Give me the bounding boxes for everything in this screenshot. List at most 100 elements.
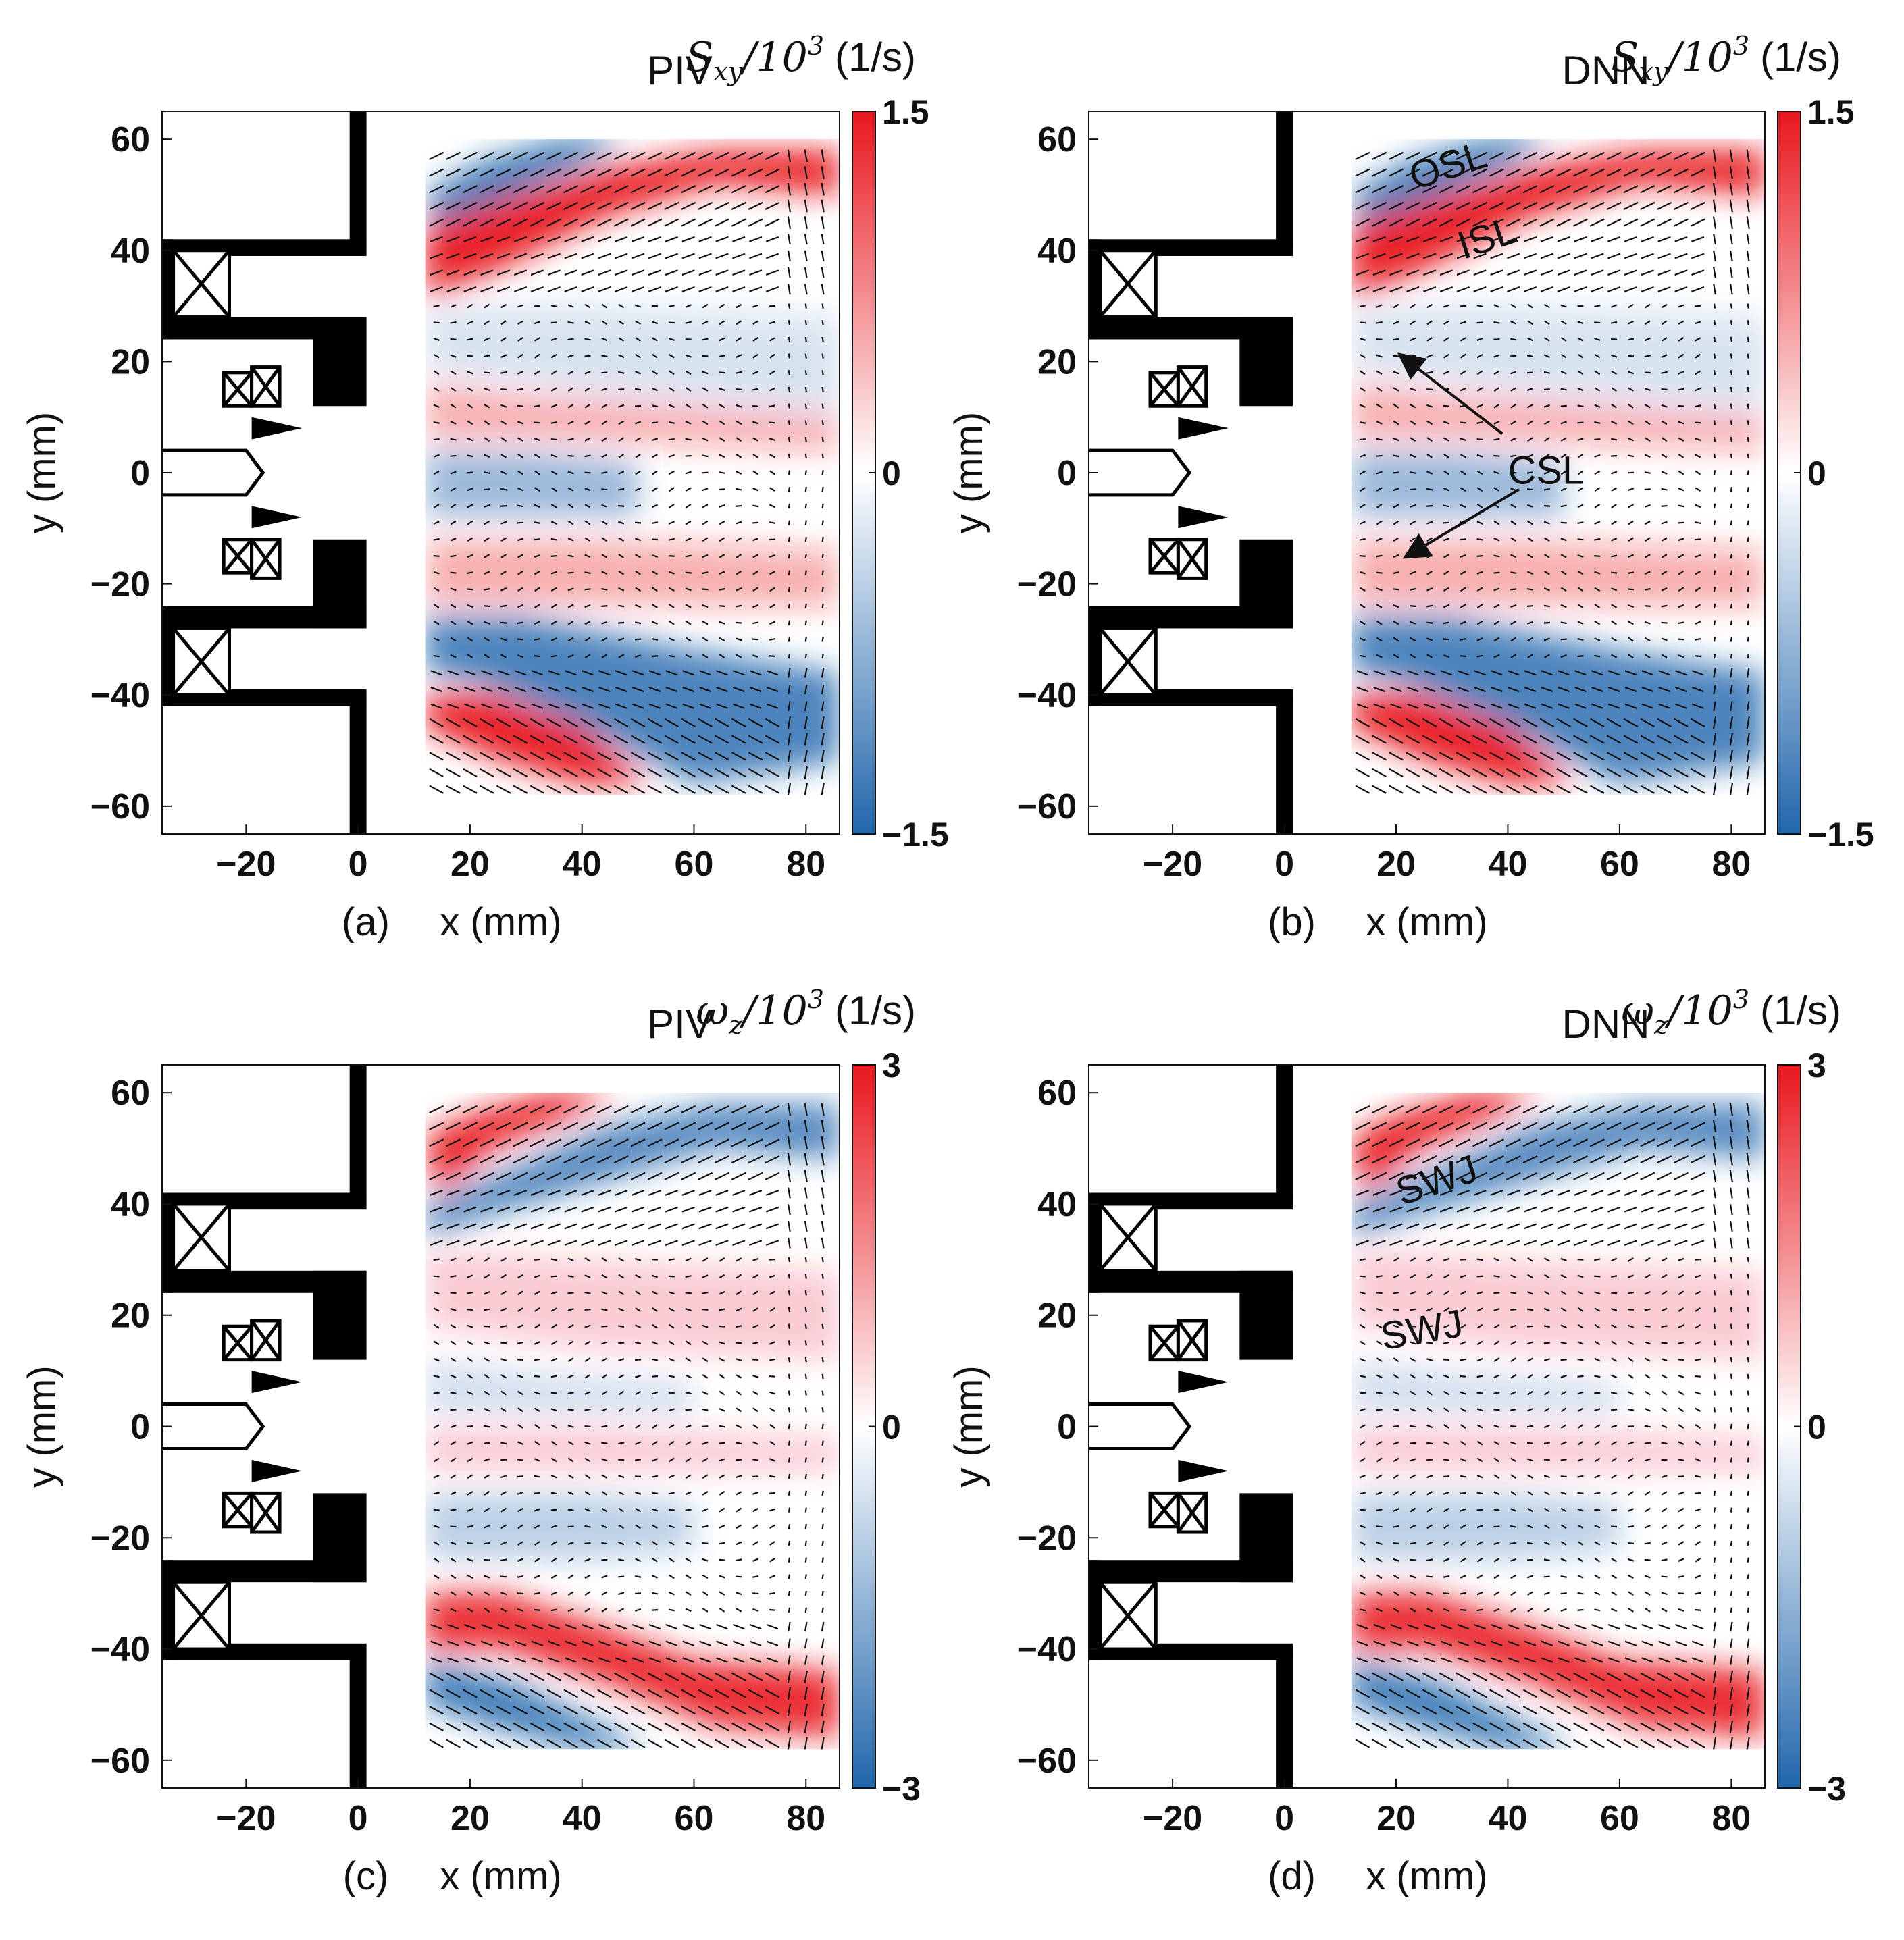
velocity-vector: [1510, 1457, 1517, 1463]
velocity-vector: [450, 503, 457, 508]
velocity-vector: [1440, 686, 1453, 693]
velocity-vector: [1376, 1441, 1383, 1446]
velocity-vector: [1410, 471, 1416, 474]
velocity-vector: [1695, 521, 1701, 525]
velocity-vector: [1695, 604, 1701, 608]
velocity-vector: [1541, 1640, 1553, 1646]
velocity-vector: [1577, 404, 1584, 408]
velocity-vector: [1410, 1490, 1416, 1496]
velocity-vector: [563, 1155, 579, 1164]
velocity-vector: [1644, 1591, 1651, 1596]
velocity-vector: [484, 355, 490, 358]
velocity-vector: [1523, 1223, 1537, 1230]
velocity-vector: [433, 1492, 440, 1495]
velocity-vector: [1540, 253, 1554, 259]
velocity-vector: [1405, 1155, 1420, 1164]
nozzle-wedge: [1178, 506, 1229, 529]
velocity-vector: [1557, 1240, 1570, 1247]
velocity-vector: [1574, 1223, 1587, 1230]
velocity-vector: [1510, 1441, 1517, 1445]
velocity-vector: [631, 1240, 645, 1247]
velocity-vector: [1730, 1621, 1733, 1632]
velocity-vector: [1611, 1525, 1618, 1528]
velocity-vector: [1355, 1672, 1370, 1681]
heatmap-blob: [425, 1103, 840, 1238]
velocity-vector: [1439, 785, 1454, 794]
velocity-vector: [651, 1492, 659, 1494]
velocity-vector: [598, 286, 611, 292]
velocity-vector: [1558, 1623, 1570, 1630]
velocity-vector: [668, 321, 675, 324]
velocity-vector: [1526, 621, 1534, 625]
velocity-vector: [1591, 670, 1603, 676]
velocity-vector: [1526, 1458, 1534, 1462]
velocity-vector: [618, 488, 625, 491]
velocity-vector: [1729, 1704, 1734, 1717]
x-tick-label: −20: [1143, 1799, 1202, 1838]
velocity-vector: [1543, 1524, 1550, 1529]
velocity-vector: [1690, 1722, 1705, 1731]
velocity-vector: [567, 421, 574, 425]
velocity-vector: [467, 420, 473, 425]
velocity-vector: [685, 438, 692, 441]
velocity-vector: [766, 1623, 779, 1630]
velocity-vector: [715, 236, 729, 242]
velocity-vector: [567, 1541, 574, 1546]
heatmap-blob: [425, 617, 840, 784]
velocity-vector: [769, 587, 775, 592]
velocity-vector: [584, 371, 591, 375]
velocity-vector: [652, 370, 658, 375]
velocity-vector: [1577, 1458, 1584, 1462]
velocity-vector: [450, 1541, 457, 1546]
velocity-vector: [1456, 735, 1471, 744]
velocity-vector: [1747, 436, 1749, 442]
velocity-vector: [531, 1640, 544, 1646]
velocity-vector: [467, 1425, 473, 1427]
x-tick-label: 80: [786, 1799, 825, 1838]
velocity-vector: [714, 201, 729, 211]
velocity-vector: [1376, 1292, 1383, 1294]
velocity-vector: [1473, 253, 1487, 259]
velocity-vector: [1507, 1623, 1520, 1630]
velocity-vector: [1422, 785, 1437, 794]
velocity-vector: [433, 1258, 440, 1261]
velocity-vector: [664, 168, 679, 177]
velocity-vector: [433, 1375, 440, 1378]
heatmap-blob: [1351, 539, 1765, 606]
velocity-vector: [1456, 151, 1471, 160]
velocity-vector: [534, 1508, 540, 1512]
velocity-vector: [769, 1358, 776, 1361]
velocity-vector: [1713, 1423, 1716, 1430]
velocity-vector: [1644, 587, 1651, 591]
velocity-vector: [1422, 1672, 1437, 1681]
velocity-vector: [1476, 1608, 1483, 1612]
velocity-vector: [1661, 1442, 1668, 1445]
velocity-vector: [1526, 471, 1534, 474]
velocity-vector: [429, 1722, 444, 1731]
velocity-vector: [1406, 286, 1420, 292]
velocity-vector: [681, 1206, 695, 1213]
velocity-vector: [534, 438, 540, 442]
velocity-vector: [1406, 768, 1420, 778]
velocity-vector: [769, 1258, 776, 1261]
velocity-vector: [618, 570, 625, 575]
velocity-vector: [749, 686, 762, 693]
velocity-vector: [1523, 269, 1537, 276]
velocity-vector: [484, 1257, 490, 1262]
velocity-vector: [664, 1689, 679, 1698]
velocity-vector: [584, 454, 591, 458]
velocity-vector: [597, 752, 612, 761]
velocity-vector: [567, 1474, 574, 1479]
velocity-vector: [804, 1737, 808, 1750]
velocity-vector: [1406, 1190, 1420, 1196]
velocity-vector: [1389, 1190, 1403, 1196]
velocity-vector: [496, 1190, 511, 1196]
velocity-vector: [546, 718, 562, 727]
velocity-vector: [1426, 1558, 1433, 1562]
velocity-vector: [497, 1640, 510, 1646]
velocity-vector: [534, 1341, 540, 1345]
velocity-vector: [1539, 1739, 1555, 1748]
velocity-vector: [651, 404, 659, 408]
velocity-vector: [668, 1375, 675, 1378]
velocity-vector: [615, 236, 628, 242]
